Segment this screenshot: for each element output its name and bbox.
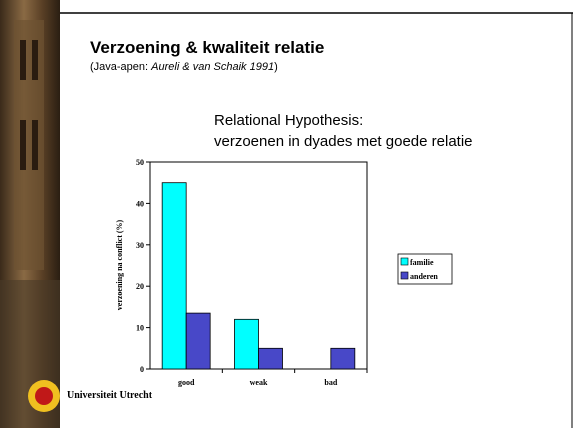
bar <box>185 312 211 370</box>
y-axis-label: verzoening na conflict (%) <box>115 219 124 310</box>
y-tick-label: 50 <box>136 158 144 167</box>
sun-core <box>35 387 53 405</box>
legend-label: anderen <box>410 272 438 281</box>
bar <box>258 347 283 370</box>
bar <box>330 347 356 370</box>
subtitle-ref: Aureli & van Schaik 1991 <box>150 61 274 73</box>
hypothesis: Relational Hypothesis: <box>214 112 363 129</box>
tower-body <box>14 20 44 270</box>
tower-window <box>20 120 26 170</box>
bar <box>234 318 259 370</box>
subtitle-prefix: (Java-apen: <box>90 61 151 73</box>
y-tick-label: 40 <box>136 199 144 208</box>
slide-title: Verzoening & kwaliteit relatie <box>90 38 324 57</box>
x-tick-label: weak <box>250 378 268 387</box>
x-tick-label: good <box>178 378 195 387</box>
y-tick-label: 30 <box>136 241 144 250</box>
logo-sun <box>28 380 60 412</box>
y-tick-label: 0 <box>140 365 144 374</box>
y-tick-label: 20 <box>136 282 144 291</box>
hypothesis: verzoenen in dyades met goede relatie <box>214 133 473 150</box>
y-tick-label: 10 <box>136 324 144 333</box>
tower-window <box>32 40 38 80</box>
legend-swatch <box>400 271 409 280</box>
x-tick-label: bad <box>324 378 337 387</box>
tower-window <box>20 40 26 80</box>
bar <box>161 182 187 370</box>
tower-window <box>32 120 38 170</box>
legend-swatch <box>400 257 409 266</box>
legend-label: familie <box>410 258 434 267</box>
subtitle: (Java-apen: Aureli & van Schaik 1991) <box>90 61 278 73</box>
logo-text: Universiteit Utrecht <box>67 390 153 401</box>
subtitle-suffix: ) <box>274 61 278 73</box>
